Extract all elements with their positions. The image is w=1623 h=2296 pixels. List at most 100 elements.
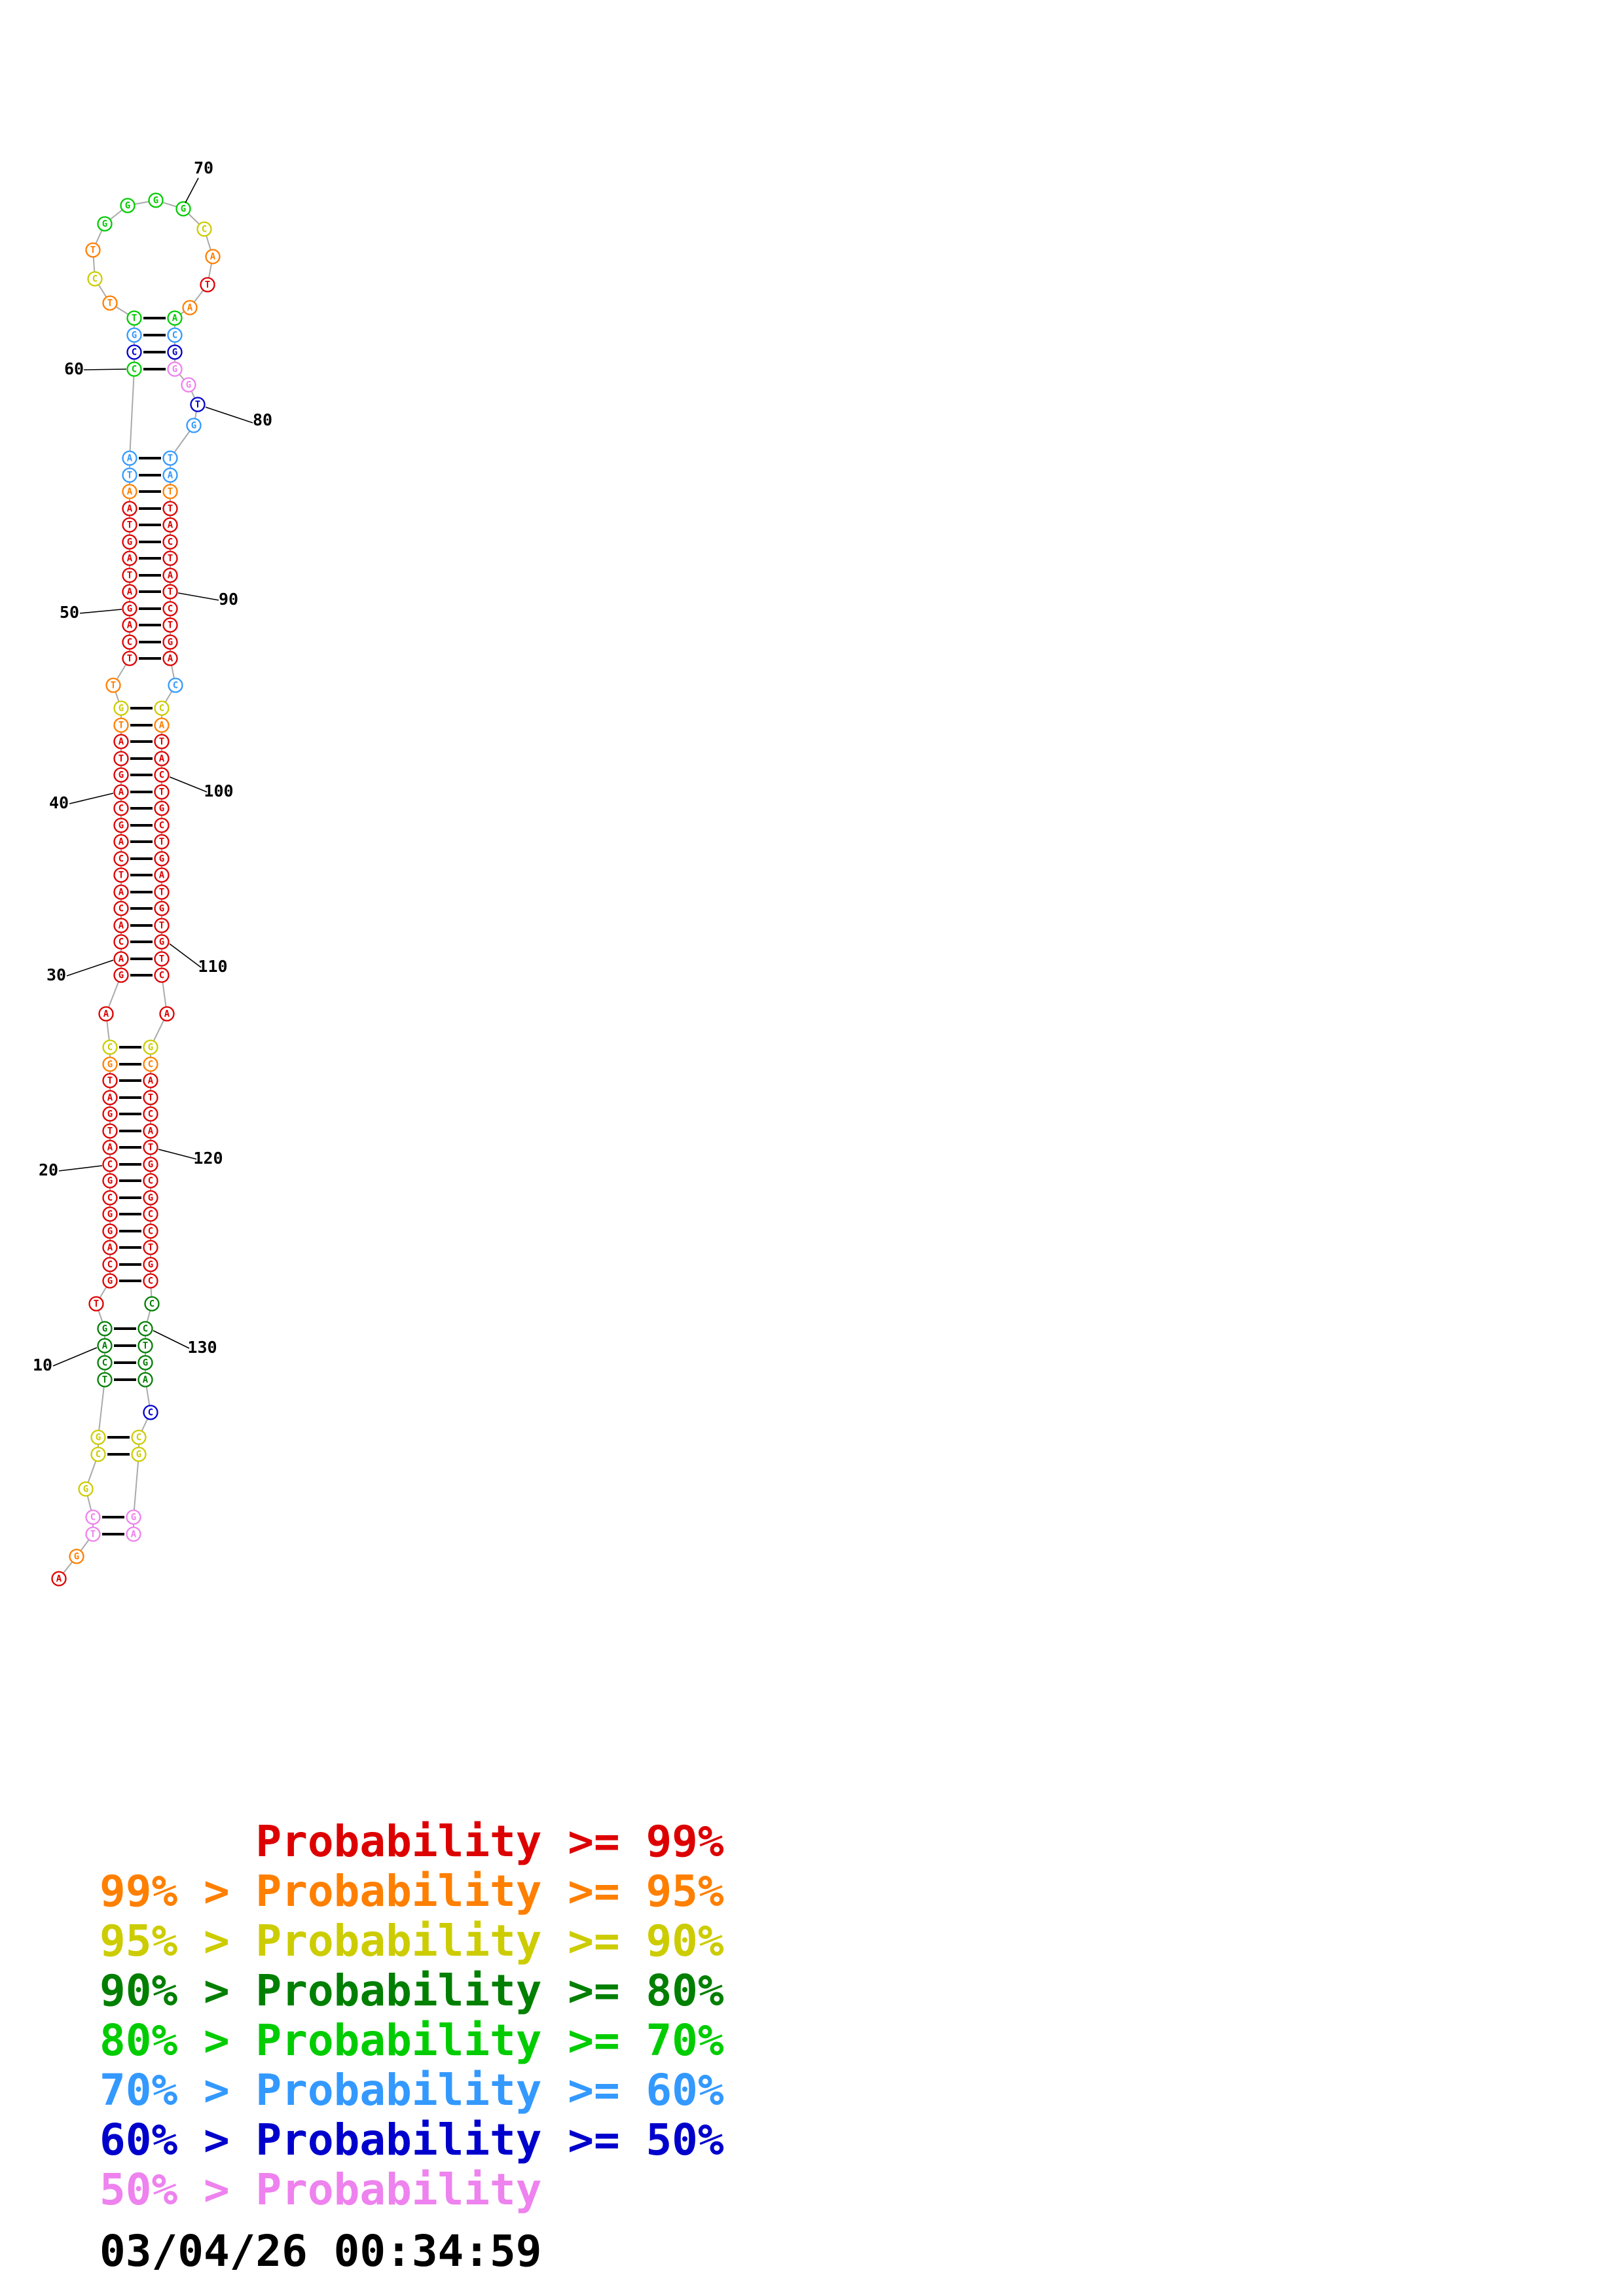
- base-circle: [102, 1173, 118, 1189]
- base-letter: G: [83, 1484, 88, 1495]
- base-letter: A: [168, 571, 173, 581]
- base-letter: A: [164, 1009, 170, 1020]
- base-circle: [154, 851, 170, 867]
- base-letter: C: [107, 1160, 113, 1170]
- base-letter: C: [159, 704, 164, 714]
- position-leader-line: [169, 776, 208, 793]
- base-circle: [102, 1223, 118, 1239]
- base-circle: [113, 901, 129, 916]
- base-circle: [137, 1321, 153, 1336]
- base-letter: T: [143, 1341, 148, 1352]
- base-letter: C: [92, 274, 98, 285]
- base-letter: A: [148, 1126, 154, 1137]
- position-leader-line: [58, 1165, 103, 1172]
- base-letter: C: [119, 854, 124, 865]
- base-letter: G: [148, 1193, 153, 1204]
- base-circle: [162, 534, 178, 550]
- base-circle: [88, 1296, 104, 1312]
- base-letter: C: [148, 1227, 153, 1237]
- base-letter: T: [168, 454, 173, 464]
- legend-line-p95: 99% > Probability >= 95%: [100, 1866, 724, 1916]
- base-circle: [113, 851, 129, 867]
- base-letter: A: [119, 954, 124, 965]
- base-circle: [200, 277, 215, 293]
- base-letter: G: [153, 196, 158, 206]
- base-letter: A: [131, 1530, 137, 1540]
- base-letter: C: [96, 1450, 101, 1460]
- base-letter: G: [107, 1210, 113, 1220]
- base-letter: A: [119, 888, 124, 898]
- base-letter: A: [107, 1143, 113, 1153]
- base-circle: [126, 310, 142, 326]
- position-leader-line: [83, 368, 127, 370]
- base-circle: [181, 377, 196, 393]
- base-letter: T: [159, 737, 164, 747]
- base-circle: [122, 601, 137, 617]
- base-letter: A: [127, 504, 133, 514]
- base-letter: T: [119, 721, 124, 731]
- base-circle: [122, 550, 137, 566]
- base-letter: G: [136, 1450, 141, 1460]
- base-letter: T: [107, 1126, 113, 1137]
- base-circle: [113, 817, 129, 833]
- base-circle: [122, 484, 137, 499]
- base-circle: [102, 295, 118, 311]
- base-letter: C: [148, 1176, 153, 1187]
- base-letter: C: [143, 1324, 148, 1335]
- base-letter: T: [102, 1375, 107, 1386]
- base-circle: [143, 1056, 158, 1072]
- position-leader-line: [52, 1347, 98, 1367]
- base-letter: T: [107, 1076, 113, 1086]
- base-letter: T: [127, 571, 132, 581]
- base-circle: [154, 834, 170, 850]
- base-letter: G: [148, 1043, 153, 1053]
- position-label: 130: [187, 1338, 217, 1357]
- base-letter: C: [148, 1276, 153, 1287]
- base-letter: G: [125, 201, 130, 211]
- base-circle: [162, 567, 178, 583]
- base-circle: [143, 1240, 158, 1255]
- base-circle: [90, 1446, 106, 1462]
- base-circle: [162, 651, 178, 666]
- base-letter: G: [102, 219, 107, 230]
- base-circle: [102, 1273, 118, 1289]
- base-circle: [97, 1355, 113, 1371]
- base-circle: [143, 1123, 158, 1139]
- base-circle: [190, 397, 206, 412]
- base-letter: A: [127, 454, 133, 464]
- base-letter: C: [107, 1193, 113, 1204]
- base-letter: G: [143, 1358, 148, 1369]
- position-label: 110: [198, 957, 227, 976]
- base-circle: [97, 1338, 113, 1354]
- base-circle: [87, 271, 103, 287]
- base-letter: C: [168, 537, 173, 548]
- base-circle: [102, 1090, 118, 1105]
- position-leader-line: [205, 406, 253, 423]
- base-circle: [143, 1139, 158, 1155]
- base-circle: [131, 1446, 147, 1462]
- base-letter: A: [119, 837, 124, 848]
- base-circle: [113, 934, 129, 950]
- base-circle: [113, 918, 129, 933]
- base-letter: A: [107, 1093, 113, 1103]
- base-letter: A: [159, 870, 165, 881]
- base-circle: [113, 951, 129, 967]
- base-letter: T: [159, 787, 164, 798]
- position-leader-line: [66, 960, 114, 977]
- base-circle: [85, 1509, 101, 1525]
- base-letter: T: [168, 620, 173, 631]
- base-letter: T: [119, 754, 124, 764]
- base-circle: [196, 221, 212, 237]
- base-letter: G: [148, 1260, 153, 1270]
- legend-line-p70: 80% > Probability >= 70%: [100, 2015, 724, 2066]
- base-letter: A: [102, 1341, 108, 1352]
- base-letter: A: [119, 737, 124, 747]
- base-letter: T: [159, 921, 164, 931]
- base-circle: [162, 601, 178, 617]
- base-circle: [143, 1257, 158, 1272]
- base-letter: G: [74, 1552, 79, 1562]
- base-letter: T: [195, 400, 200, 410]
- base-circle: [126, 361, 142, 377]
- base-letter: A: [159, 754, 165, 764]
- base-letter: A: [119, 921, 124, 931]
